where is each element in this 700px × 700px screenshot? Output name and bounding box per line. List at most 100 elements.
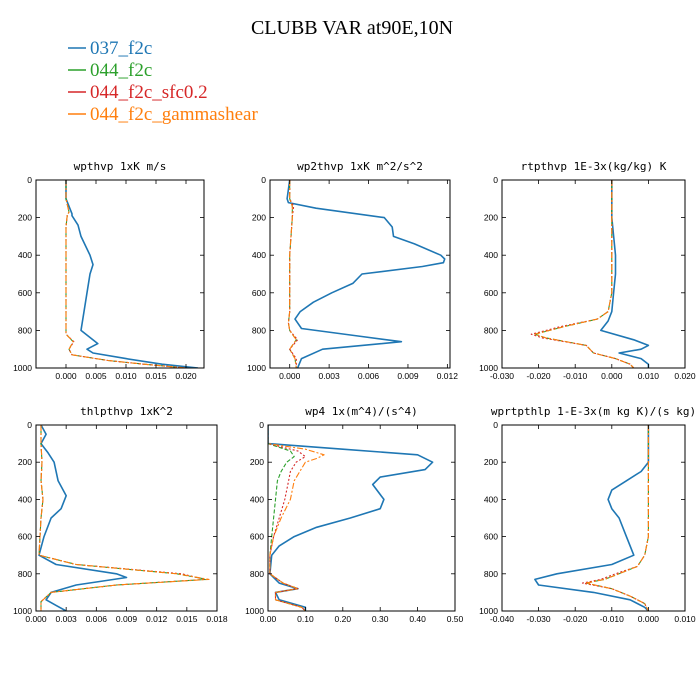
series-group bbox=[286, 180, 446, 368]
series-line-044_f2c_gammashear bbox=[585, 425, 649, 611]
y-tick-label: 600 bbox=[18, 288, 32, 298]
y-tick-label: 1000 bbox=[247, 363, 266, 373]
y-tick-label: 200 bbox=[252, 213, 266, 223]
series-line-037_f2c bbox=[534, 425, 650, 611]
x-tick-label: 0.010 bbox=[115, 371, 137, 381]
series-line-044_f2c_sfc0.2 bbox=[38, 425, 206, 611]
y-tick-label: 800 bbox=[250, 569, 264, 579]
y-tick-label: 200 bbox=[250, 457, 264, 467]
plot-frame bbox=[269, 179, 451, 369]
series-line-044_f2c bbox=[534, 180, 635, 368]
x-tick-label: 0.006 bbox=[358, 371, 380, 381]
plot-frame bbox=[501, 424, 686, 612]
series-line-037_f2c bbox=[268, 425, 434, 611]
legend-label: 044_f2c bbox=[90, 60, 152, 81]
y-tick-label: 600 bbox=[484, 532, 498, 542]
chart-panel: wp2thvp 1xK m^2/s^2 0 200 400 600 800 1000 0.00… bbox=[247, 160, 458, 381]
series-line-044_f2c_gammashear bbox=[268, 425, 325, 611]
plot-frame bbox=[501, 179, 686, 369]
y-tick-label: 800 bbox=[484, 569, 498, 579]
y-tick-label: 1000 bbox=[245, 606, 264, 616]
series-group bbox=[65, 180, 199, 368]
legend-entry: 044_f2c_sfc0.2 bbox=[68, 82, 208, 103]
y-tick-label: 0 bbox=[27, 175, 32, 185]
series-line-044_f2c_sfc0.2 bbox=[268, 425, 306, 611]
x-tick-label: 0.20 bbox=[335, 614, 352, 624]
y-tick-label: 1000 bbox=[13, 606, 32, 616]
y-tick-label: 600 bbox=[484, 288, 498, 298]
y-tick-label: 400 bbox=[18, 250, 32, 260]
series-line-044_f2c bbox=[65, 180, 187, 368]
x-tick-label: 0.003 bbox=[56, 614, 78, 624]
series-line-044_f2c bbox=[38, 425, 208, 611]
x-tick-label: 0.015 bbox=[145, 371, 167, 381]
y-tick-label: 400 bbox=[18, 494, 32, 504]
x-tick-label: 0.012 bbox=[146, 614, 168, 624]
x-tick-label: -0.030 bbox=[527, 614, 551, 624]
series-line-044_f2c_sfc0.2 bbox=[581, 425, 649, 611]
series-group bbox=[38, 425, 210, 611]
x-tick-label: 0.006 bbox=[86, 614, 108, 624]
legend-entry: 044_f2c bbox=[68, 60, 152, 81]
x-tick-label: 0.020 bbox=[674, 371, 696, 381]
x-tick-label: -0.030 bbox=[490, 371, 514, 381]
legend-entry: 037_f2c bbox=[68, 38, 152, 59]
x-tick-label: 0.000 bbox=[25, 614, 47, 624]
chart-panel: rtpthvp 1E-3x(kg/kg) K02004006008001000-… bbox=[479, 160, 696, 381]
y-tick-label: 0 bbox=[27, 420, 32, 430]
panel-title: thlpthvp 1xK^2 bbox=[80, 405, 173, 418]
y-tick-label: 0 bbox=[261, 175, 266, 185]
y-tick-label: 200 bbox=[484, 457, 498, 467]
y-tick-label: 400 bbox=[250, 494, 264, 504]
panel-title: wprtpthlp 1-E-3x(m kg K)/(s kg) bbox=[491, 405, 696, 418]
x-tick-label: -0.040 bbox=[490, 614, 514, 624]
y-tick-label: 200 bbox=[18, 213, 32, 223]
x-tick-label: 0.012 bbox=[437, 371, 459, 381]
panel-title: wp4 1x(m^4)/(s^4) bbox=[305, 405, 418, 418]
x-tick-label: 0.003 bbox=[318, 371, 340, 381]
y-tick-label: 200 bbox=[18, 457, 32, 467]
x-tick-label: 0.30 bbox=[372, 614, 389, 624]
plot-frame bbox=[35, 179, 205, 369]
y-tick-label: 0 bbox=[493, 175, 498, 185]
y-tick-label: 800 bbox=[18, 325, 32, 335]
x-tick-label: -0.020 bbox=[527, 371, 551, 381]
chart-panel: wprtpthlp 1-E-3x(m kg K)/(s kg) 0 200 400 60… bbox=[479, 405, 696, 624]
x-tick-label: -0.010 bbox=[600, 614, 624, 624]
y-tick-label: 400 bbox=[484, 494, 498, 504]
x-tick-label: 0.020 bbox=[175, 371, 197, 381]
y-tick-label: 200 bbox=[484, 213, 498, 223]
series-line-037_f2c bbox=[286, 180, 446, 368]
x-tick-label: 0.010 bbox=[674, 614, 696, 624]
y-tick-label: 800 bbox=[252, 325, 266, 335]
main-title: CLUBB VAR at90E,10N bbox=[251, 17, 453, 39]
series-line-044_f2c_gammashear bbox=[38, 425, 210, 611]
x-tick-label: -0.020 bbox=[563, 614, 587, 624]
series-line-044_f2c bbox=[585, 425, 649, 611]
panel-title: wp2thvp 1xK m^2/s^2 bbox=[297, 160, 423, 173]
plot-frame bbox=[35, 424, 218, 612]
y-tick-label: 600 bbox=[250, 532, 264, 542]
x-tick-label: 0.00 bbox=[260, 614, 277, 624]
series-line-044_f2c_sfc0.2 bbox=[65, 180, 187, 368]
legend-entry: 044_f2c_gammashear bbox=[68, 104, 258, 125]
series-line-037_f2c bbox=[38, 425, 128, 611]
series-line-037_f2c bbox=[65, 180, 199, 368]
legend-label: 044_f2c_gammashear bbox=[90, 104, 258, 125]
panel-title: wpthvp 1xK m/s bbox=[74, 160, 167, 173]
y-tick-label: 800 bbox=[484, 325, 498, 335]
series-line-044_f2c_gammashear bbox=[534, 180, 635, 368]
x-tick-label: 0.40 bbox=[409, 614, 426, 624]
x-tick-label: 0.000 bbox=[638, 614, 660, 624]
y-tick-label: 1000 bbox=[13, 363, 32, 373]
plot-frame bbox=[267, 424, 456, 612]
y-tick-label: 0 bbox=[259, 420, 264, 430]
x-tick-label: 0.000 bbox=[601, 371, 623, 381]
y-tick-label: 0 bbox=[493, 420, 498, 430]
legend-label: 037_f2c bbox=[90, 38, 152, 59]
series-line-037_f2c bbox=[599, 180, 650, 368]
series-line-044_f2c_gammashear bbox=[287, 180, 297, 368]
x-tick-label: 0.009 bbox=[397, 371, 419, 381]
